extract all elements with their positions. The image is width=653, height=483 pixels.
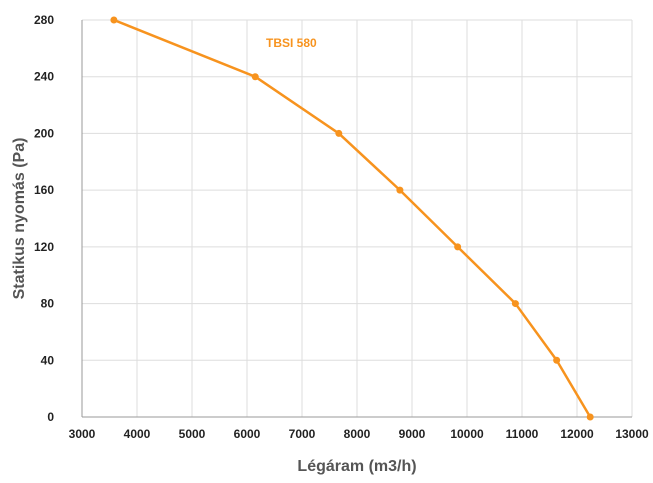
y-tick-label: 240 <box>34 70 54 84</box>
data-point <box>553 356 561 364</box>
data-point <box>586 413 594 421</box>
x-tick-label: 6000 <box>234 427 261 441</box>
tick-labels: 3000 4000 5000 6000 7000 8000 9000 10000 11000 12… <box>34 13 649 441</box>
y-tick-label: 0 <box>47 410 54 424</box>
x-tick-label: 9000 <box>399 427 426 441</box>
y-tick-label: 160 <box>34 183 54 197</box>
y-tick-label: 120 <box>34 240 54 254</box>
x-tick-label: 10000 <box>450 427 484 441</box>
x-tick-label: 13000 <box>615 427 649 441</box>
x-tick-label: 5000 <box>179 427 206 441</box>
y-tick-label: 40 <box>41 353 55 367</box>
x-tick-label: 11000 <box>506 427 539 441</box>
data-point <box>396 186 404 194</box>
x-tick-label: 8000 <box>344 427 371 441</box>
x-tick-label: 3000 <box>69 427 96 441</box>
axes <box>81 20 632 418</box>
data-point <box>454 243 462 251</box>
y-tick-label: 80 <box>41 297 55 311</box>
data-point <box>251 73 259 81</box>
x-tick-label: 7000 <box>289 427 316 441</box>
data-point <box>110 16 118 24</box>
series-label: TBSI 580 <box>266 36 317 50</box>
y-axis-title: Statikus nyomás (Pa) <box>11 138 28 300</box>
data-point <box>511 300 519 308</box>
series-line <box>113 18 592 418</box>
data-point <box>335 129 343 137</box>
x-axis-title: Légáram (m3/h) <box>297 458 416 475</box>
x-tick-label: 4000 <box>124 427 151 441</box>
x-tick-label: 12000 <box>560 427 594 441</box>
y-tick-label: 280 <box>34 13 54 27</box>
y-tick-label: 200 <box>34 126 54 140</box>
grid <box>81 19 633 418</box>
series <box>110 16 594 421</box>
